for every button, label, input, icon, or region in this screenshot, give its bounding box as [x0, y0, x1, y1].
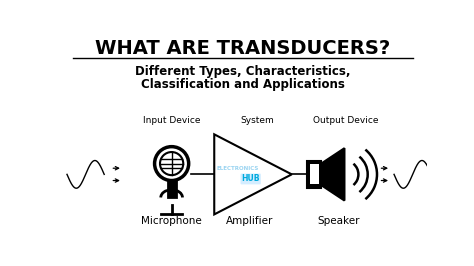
Text: HUB: HUB	[241, 174, 260, 184]
FancyBboxPatch shape	[307, 160, 321, 188]
Text: Output Device: Output Device	[313, 116, 379, 125]
FancyBboxPatch shape	[168, 177, 175, 197]
Polygon shape	[321, 148, 345, 201]
Polygon shape	[214, 134, 292, 214]
Text: Speaker: Speaker	[317, 215, 359, 226]
Text: System: System	[240, 116, 274, 125]
Circle shape	[160, 152, 183, 175]
FancyBboxPatch shape	[310, 164, 319, 184]
Text: Different Types, Characteristics,: Different Types, Characteristics,	[135, 65, 351, 78]
Text: Classification and Applications: Classification and Applications	[141, 78, 345, 91]
Circle shape	[155, 147, 189, 181]
Text: ELECTRONICS: ELECTRONICS	[216, 166, 259, 171]
Text: Microphone: Microphone	[141, 215, 202, 226]
Text: WHAT ARE TRANSDUCERS?: WHAT ARE TRANSDUCERS?	[95, 39, 391, 58]
Text: Amplifier: Amplifier	[226, 215, 273, 226]
Text: Input Device: Input Device	[143, 116, 201, 125]
